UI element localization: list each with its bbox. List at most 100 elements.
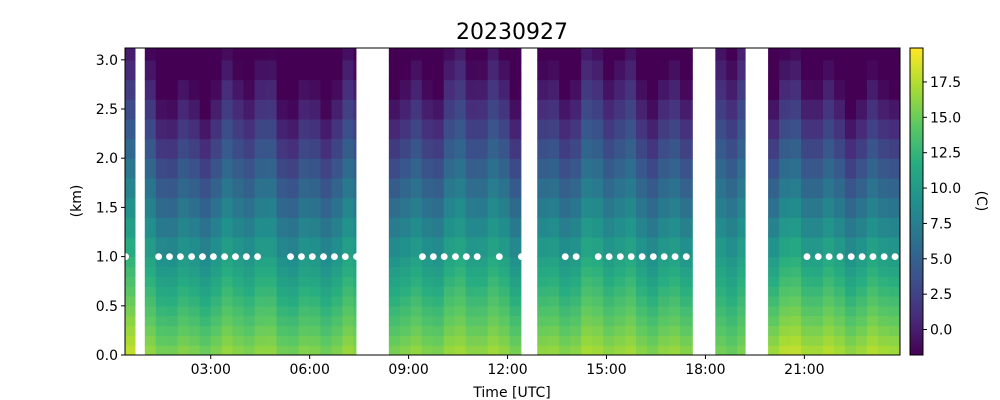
heatmap-cell xyxy=(144,177,157,199)
heatmap-cell xyxy=(833,79,846,100)
heatmap-cell xyxy=(125,48,136,61)
heatmap-cell xyxy=(614,99,626,120)
heatmap-cell xyxy=(603,256,615,268)
heatmap-cell xyxy=(844,345,857,355)
heatmap-cell xyxy=(410,177,423,199)
marker-point xyxy=(847,253,855,260)
heatmap-cell xyxy=(144,138,157,159)
heatmap-cell xyxy=(254,59,267,81)
heatmap-cell xyxy=(888,158,900,179)
heatmap-cell xyxy=(537,118,549,140)
heatmap-cell xyxy=(144,48,157,61)
heatmap-cell xyxy=(669,79,681,100)
heatmap-cell xyxy=(454,325,467,336)
heatmap-cell xyxy=(353,286,357,297)
heatmap-cell xyxy=(388,118,401,140)
heatmap-cell xyxy=(166,59,179,81)
heatmap-cell xyxy=(476,305,489,317)
heatmap-cell xyxy=(125,79,136,100)
heatmap-cell xyxy=(801,79,813,100)
heatmap-cell xyxy=(125,305,136,317)
heatmap-cell xyxy=(768,276,780,287)
heatmap-cell xyxy=(570,79,582,100)
heatmap-cell xyxy=(537,276,549,287)
heatmap-cell xyxy=(647,138,659,159)
heatmap-cell xyxy=(888,315,900,327)
heatmap-cell xyxy=(888,276,900,287)
heatmap-cell xyxy=(790,177,802,199)
heatmap-cell xyxy=(188,335,201,346)
heatmap-cell xyxy=(888,197,900,218)
heatmap-cell xyxy=(188,158,201,179)
marker-point xyxy=(682,253,690,260)
heatmap-cell xyxy=(177,79,190,100)
heatmap-cell xyxy=(548,217,560,238)
heatmap-cell xyxy=(232,315,245,327)
heatmap-cell xyxy=(221,177,234,199)
heatmap-cell xyxy=(498,197,511,218)
heatmap-cell xyxy=(509,345,522,355)
heatmap-cell xyxy=(779,48,791,61)
heatmap-cell xyxy=(243,325,256,336)
heatmap-cell xyxy=(421,177,434,199)
marker-point xyxy=(125,253,130,260)
heatmap-cell xyxy=(855,325,868,336)
heatmap-cell xyxy=(768,325,780,336)
heatmap-cell xyxy=(320,256,333,268)
heatmap-cell xyxy=(509,286,522,297)
heatmap-cell xyxy=(690,335,693,346)
heatmap-cell xyxy=(144,315,157,327)
heatmap-cell xyxy=(421,79,434,100)
heatmap-cell xyxy=(399,315,412,327)
heatmap-cell xyxy=(331,325,344,336)
heatmap-cell xyxy=(570,158,582,179)
heatmap-cell xyxy=(636,48,648,61)
heatmap-cell xyxy=(331,79,344,100)
colorbar-tick-label: 2.5 xyxy=(930,287,952,303)
heatmap-cell xyxy=(625,295,637,307)
heatmap-cell xyxy=(715,48,727,61)
heatmap-cell xyxy=(254,79,267,100)
heatmap-cell xyxy=(801,236,813,258)
heatmap-cell xyxy=(166,276,179,287)
heatmap-cell xyxy=(410,305,423,317)
heatmap-cell xyxy=(570,197,582,218)
heatmap-cell xyxy=(276,48,289,61)
heatmap-cell xyxy=(399,99,412,120)
heatmap-cell xyxy=(155,315,168,327)
heatmap-cell xyxy=(888,305,900,317)
heatmap-cell xyxy=(877,217,890,238)
heatmap-cell xyxy=(625,79,637,100)
heatmap-cell xyxy=(726,59,738,81)
heatmap-cell xyxy=(265,325,278,336)
heatmap-cell xyxy=(669,118,681,140)
heatmap-cell xyxy=(690,118,693,140)
heatmap-cell xyxy=(669,236,681,258)
heatmap-cell xyxy=(221,236,234,258)
heatmap-cell xyxy=(669,335,681,346)
heatmap-cell xyxy=(888,79,900,100)
heatmap-cell xyxy=(592,158,604,179)
heatmap-cell xyxy=(614,286,626,297)
heatmap-cell xyxy=(432,158,445,179)
heatmap-cell xyxy=(177,197,190,218)
heatmap-cell xyxy=(265,295,278,307)
heatmap-cell xyxy=(888,325,900,336)
heatmap-cell xyxy=(188,315,201,327)
heatmap-cell xyxy=(779,325,791,336)
heatmap-cell xyxy=(801,177,813,199)
heatmap-cell xyxy=(790,286,802,297)
heatmap-cell xyxy=(801,305,813,317)
heatmap-cell xyxy=(232,48,245,61)
heatmap-cell xyxy=(614,295,626,307)
heatmap-cell xyxy=(155,138,168,159)
heatmap-cell xyxy=(443,197,456,218)
heatmap-cell xyxy=(833,305,846,317)
marker-point xyxy=(320,253,327,260)
heatmap-cell xyxy=(844,276,857,287)
heatmap-cell xyxy=(570,266,582,277)
heatmap-cell xyxy=(287,138,300,159)
heatmap-cell xyxy=(243,236,256,258)
heatmap-cell xyxy=(243,138,256,159)
